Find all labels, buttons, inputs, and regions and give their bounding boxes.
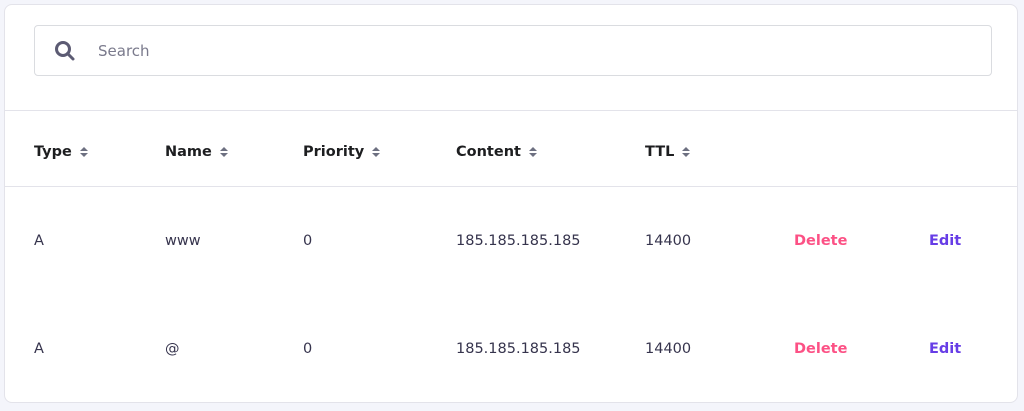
cell-content: 185.185.185.185 (456, 341, 581, 357)
divider (5, 186, 1017, 187)
sort-icon (682, 147, 691, 157)
header-label: Priority (303, 144, 365, 160)
sort-icon (372, 147, 381, 157)
sort-icon (79, 147, 88, 157)
cell-content: 185.185.185.185 (456, 233, 581, 249)
cell-type: A (34, 341, 44, 357)
column-header-name[interactable]: Name (165, 144, 228, 160)
cell-ttl: 14400 (645, 233, 692, 249)
dns-records-card: Type Name Priority Content TTL A www 0 1… (4, 4, 1018, 403)
delete-button[interactable]: Delete (794, 233, 848, 249)
delete-button[interactable]: Delete (794, 341, 848, 357)
cell-priority: 0 (303, 233, 313, 249)
header-label: Content (456, 144, 521, 160)
header-label: Name (165, 144, 212, 160)
edit-button[interactable]: Edit (929, 341, 962, 357)
column-header-priority[interactable]: Priority (303, 144, 381, 160)
cell-ttl: 14400 (645, 341, 692, 357)
column-header-content[interactable]: Content (456, 144, 537, 160)
column-header-type[interactable]: Type (34, 144, 88, 160)
cell-name: www (165, 233, 201, 249)
header-label: Type (34, 144, 72, 160)
divider (5, 110, 1017, 111)
edit-button[interactable]: Edit (929, 233, 962, 249)
header-label: TTL (645, 144, 675, 160)
sort-icon (528, 147, 537, 157)
search-box[interactable] (34, 25, 992, 76)
column-header-ttl[interactable]: TTL (645, 144, 691, 160)
cell-priority: 0 (303, 341, 313, 357)
search-input[interactable] (96, 40, 900, 61)
cell-type: A (34, 233, 44, 249)
search-icon (55, 40, 75, 60)
cell-name: @ (165, 341, 180, 357)
sort-icon (219, 147, 228, 157)
